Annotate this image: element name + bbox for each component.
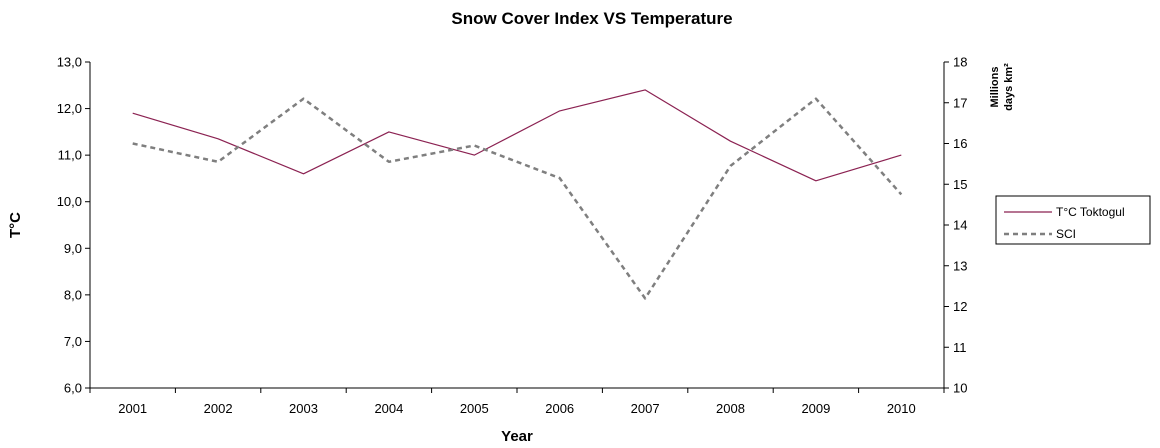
legend-box xyxy=(995,195,1151,245)
y-tick-label: 9,0 xyxy=(64,241,82,256)
y-tick-label: 8,0 xyxy=(64,287,82,302)
right-axis-ticks: 10 11 12 13 14 15 16 17 18 xyxy=(944,55,967,396)
y2-axis-title-line1: Millions xyxy=(989,67,1001,108)
legend: T°C Toktogul SCI xyxy=(995,195,1151,245)
y-tick-label: 11,0 xyxy=(58,148,82,163)
x-tick-label: 2002 xyxy=(204,401,233,416)
y-tick-label: 6,0 xyxy=(64,381,82,396)
y2-tick-label: 14 xyxy=(953,218,967,233)
x-tick-label: 2007 xyxy=(631,401,660,416)
y2-tick-label: 18 xyxy=(953,55,967,70)
y2-tick-label: 15 xyxy=(953,177,967,192)
legend-label-temperature: T°C Toktogul xyxy=(1056,205,1125,219)
left-axis-ticks: 6,0 7,0 8,0 9,0 10,0 11,0 12,0 13,0 xyxy=(57,55,90,396)
chart-title: Snow Cover Index VS Temperature xyxy=(451,9,732,28)
y-tick-label: 10,0 xyxy=(57,194,82,209)
x-tick-label: 2003 xyxy=(289,401,318,416)
x-tick-label: 2006 xyxy=(545,401,574,416)
y2-tick-label: 16 xyxy=(953,136,967,151)
y2-tick-label: 13 xyxy=(953,258,967,273)
y-tick-label: 13,0 xyxy=(57,55,82,70)
y2-tick-label: 12 xyxy=(953,299,967,314)
x-tick-label: 2001 xyxy=(118,401,147,416)
series-line-sci xyxy=(132,97,903,300)
y-axis-title: T°C xyxy=(7,212,24,238)
y2-tick-label: 10 xyxy=(953,381,967,396)
x-axis-ticks: 2001 2002 2003 2004 2005 2006 2007 2008 2009 2010 xyxy=(89,388,945,416)
y2-axis-title-line2: days km² xyxy=(1003,63,1015,111)
x-tick-label: 2008 xyxy=(716,401,745,416)
x-tick-label: 2005 xyxy=(460,401,489,416)
series-layer xyxy=(132,89,903,300)
y2-tick-label: 17 xyxy=(953,95,967,110)
legend-label-sci: SCI xyxy=(1056,227,1076,241)
y-tick-label: 12,0 xyxy=(57,101,82,116)
x-tick-label: 2009 xyxy=(801,401,830,416)
series-line-temperature xyxy=(132,89,902,182)
x-tick-label: 2004 xyxy=(374,401,403,416)
x-axis-title: Year xyxy=(501,428,533,445)
y2-tick-label: 11 xyxy=(953,340,967,355)
x-tick-label: 2010 xyxy=(887,401,916,416)
y-tick-label: 7,0 xyxy=(64,334,82,349)
